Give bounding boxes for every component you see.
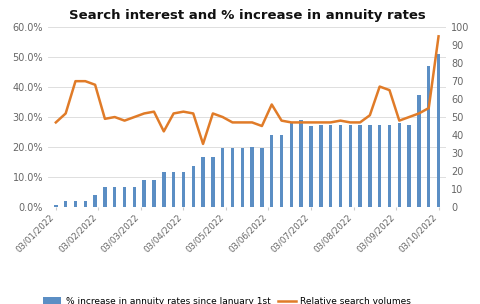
Relative search volumes — [200, 142, 206, 146]
Bar — [319, 125, 323, 207]
Bar — [300, 120, 303, 207]
Bar — [240, 148, 244, 207]
Relative search volumes — [328, 121, 334, 124]
Bar — [54, 205, 58, 207]
Relative search volumes — [132, 115, 137, 119]
Bar — [260, 148, 264, 207]
Bar — [182, 172, 185, 207]
Bar — [221, 148, 224, 207]
Bar — [309, 126, 312, 207]
Bar — [359, 125, 362, 207]
Bar — [329, 125, 332, 207]
Bar — [378, 125, 382, 207]
Relative search volumes — [83, 79, 88, 83]
Relative search volumes — [210, 112, 216, 115]
Bar — [201, 157, 205, 207]
Bar — [103, 187, 107, 207]
Bar — [123, 187, 126, 207]
Relative search volumes — [240, 121, 245, 124]
Bar — [348, 125, 352, 207]
Bar — [280, 135, 283, 207]
Relative search volumes — [279, 119, 285, 123]
Bar — [132, 187, 136, 207]
Relative search volumes — [426, 106, 432, 110]
Relative search volumes — [318, 121, 324, 124]
Bar — [270, 135, 274, 207]
Bar — [408, 125, 411, 207]
Relative search volumes — [367, 113, 373, 117]
Bar — [231, 148, 234, 207]
Bar — [368, 125, 372, 207]
Relative search volumes — [348, 121, 353, 124]
Relative search volumes — [102, 117, 108, 121]
Relative search volumes — [269, 103, 275, 106]
Line: Relative search volumes: Relative search volumes — [56, 36, 439, 144]
Relative search volumes — [161, 130, 167, 133]
Bar — [397, 123, 401, 207]
Title: Search interest and % increase in annuity rates: Search interest and % increase in annuit… — [69, 9, 426, 22]
Bar — [417, 95, 420, 207]
Bar — [437, 54, 440, 207]
Legend: % increase in annuity rates since January 1st, Relative search volumes: % increase in annuity rates since Januar… — [43, 297, 411, 304]
Relative search volumes — [229, 121, 235, 124]
Relative search volumes — [259, 124, 265, 128]
Bar — [251, 147, 254, 207]
Relative search volumes — [171, 112, 177, 115]
Bar — [162, 172, 166, 207]
Bar — [211, 157, 215, 207]
Bar — [388, 125, 391, 207]
Relative search volumes — [121, 119, 127, 123]
Bar — [172, 172, 175, 207]
Bar — [192, 166, 195, 207]
Bar — [64, 201, 67, 207]
Relative search volumes — [220, 115, 226, 119]
Relative search volumes — [357, 121, 363, 124]
Relative search volumes — [416, 112, 422, 115]
Relative search volumes — [288, 121, 294, 124]
Bar — [74, 201, 77, 207]
Relative search volumes — [386, 88, 392, 92]
Relative search volumes — [141, 112, 147, 115]
Bar — [143, 180, 146, 207]
Bar — [152, 180, 156, 207]
Relative search volumes — [377, 85, 383, 88]
Relative search volumes — [298, 121, 304, 124]
Relative search volumes — [308, 121, 314, 124]
Relative search volumes — [112, 115, 118, 119]
Relative search volumes — [436, 35, 442, 38]
Relative search volumes — [396, 119, 402, 123]
Bar — [427, 66, 431, 207]
Relative search volumes — [151, 110, 157, 113]
Relative search volumes — [337, 119, 343, 123]
Relative search volumes — [406, 115, 412, 119]
Relative search volumes — [53, 121, 59, 124]
Relative search volumes — [72, 79, 78, 83]
Relative search volumes — [92, 83, 98, 87]
Relative search volumes — [191, 112, 196, 115]
Bar — [84, 201, 87, 207]
Bar — [113, 187, 117, 207]
Bar — [339, 125, 342, 207]
Bar — [94, 195, 97, 207]
Relative search volumes — [63, 112, 69, 115]
Relative search volumes — [180, 110, 186, 113]
Bar — [289, 123, 293, 207]
Relative search volumes — [249, 121, 255, 124]
